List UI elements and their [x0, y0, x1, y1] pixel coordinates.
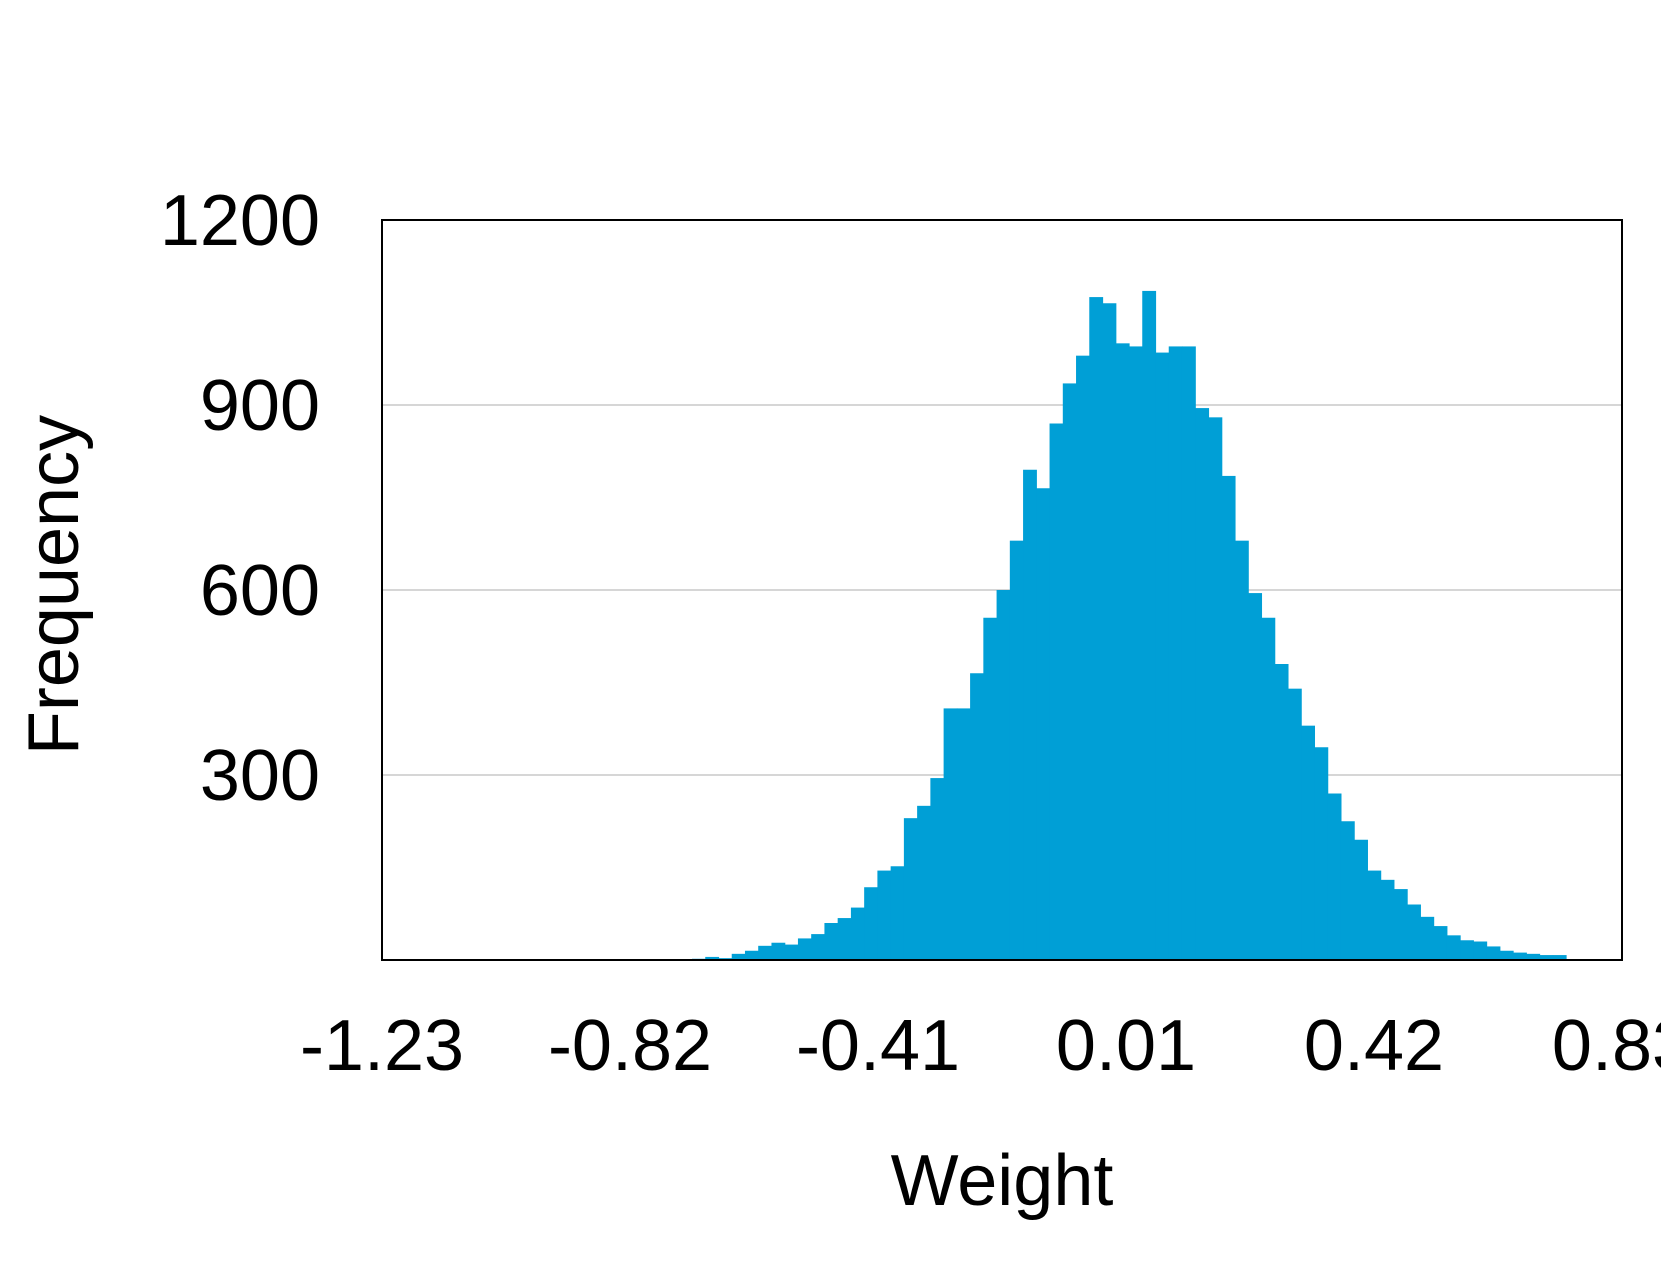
histogram-bar-61 — [1499, 950, 1514, 960]
y-axis-title: Frequency — [14, 415, 94, 755]
histogram-bar-3 — [731, 953, 746, 960]
histogram-bar-28 — [1062, 383, 1077, 961]
x-tick-labels: -1.23 -0.82 -0.41 0.01 0.42 0.83 — [300, 1006, 1661, 1086]
x-tick-label-2: -0.41 — [796, 1006, 960, 1086]
histogram-bar-21 — [970, 673, 984, 960]
histogram-bar-25 — [1023, 469, 1037, 960]
y-tick-label-0: 300 — [200, 736, 320, 816]
histogram-bar-20 — [956, 708, 971, 960]
histogram-bar-37 — [1181, 346, 1196, 961]
histogram-bar-54 — [1407, 904, 1421, 960]
histogram-bar-55 — [1420, 916, 1435, 960]
histogram-bar-18 — [930, 778, 945, 960]
histogram-bar-13 — [864, 887, 878, 960]
histogram-bar-64 — [1539, 955, 1554, 960]
histogram-bar-5 — [758, 945, 773, 960]
histogram-bar-58 — [1460, 940, 1474, 960]
histogram-bar-35 — [1155, 352, 1170, 960]
histogram-bar-19 — [943, 708, 958, 960]
histogram-bar-33 — [1129, 346, 1143, 961]
histogram-bar-17 — [917, 805, 931, 960]
histogram-bar-63 — [1526, 953, 1541, 960]
histogram-bar-51 — [1367, 870, 1382, 960]
histogram-bar-14 — [877, 870, 892, 960]
histogram-bar-60 — [1486, 946, 1501, 960]
histogram-bar-9 — [811, 934, 826, 960]
histogram-bar-27 — [1049, 423, 1064, 960]
histogram-bar-57 — [1446, 935, 1461, 960]
histogram-bar-43 — [1261, 617, 1276, 960]
histogram-bar-34 — [1142, 290, 1157, 961]
histogram-bar-12 — [850, 907, 865, 960]
x-tick-label-3: 0.01 — [1056, 1006, 1196, 1086]
x-tick-label-5: 0.83 — [1552, 1006, 1661, 1086]
histogram-bar-22 — [983, 617, 998, 960]
histogram-bar-29 — [1076, 355, 1090, 961]
x-tick-label-0: -1.23 — [300, 1006, 464, 1086]
histogram-bar-38 — [1195, 408, 1210, 960]
histogram-bar-41 — [1234, 540, 1249, 960]
histogram-bar-11 — [837, 918, 852, 960]
histogram-bar-65 — [1552, 955, 1567, 960]
histogram-bar-53 — [1393, 889, 1408, 960]
histogram-bar-40 — [1221, 475, 1236, 960]
histogram-bar-24 — [1009, 540, 1024, 960]
y-tick-label-3: 1200 — [160, 181, 320, 261]
histogram-bar-62 — [1513, 952, 1527, 960]
histogram-bar-42 — [1248, 593, 1263, 960]
histogram-bar-23 — [996, 590, 1011, 960]
histogram-bar-46 — [1301, 725, 1316, 960]
histogram-bar-52 — [1380, 879, 1395, 960]
histogram-bar-32 — [1115, 343, 1130, 960]
y-tick-label-2: 900 — [200, 366, 320, 446]
histogram-bar-45 — [1287, 688, 1302, 960]
histogram-bar-30 — [1089, 297, 1104, 960]
histogram-bar-26 — [1036, 488, 1051, 960]
histogram-bars — [692, 290, 1567, 961]
y-tick-label-1: 600 — [200, 551, 320, 631]
histogram-bar-16 — [903, 818, 918, 960]
histogram-bar-39 — [1208, 417, 1223, 960]
histogram-bar-59 — [1473, 941, 1488, 960]
plot-frame — [381, 219, 1623, 961]
histogram-bar-6 — [771, 942, 786, 960]
histogram-bar-31 — [1102, 303, 1117, 960]
histogram-bar-8 — [797, 938, 812, 960]
histogram-bar-10 — [824, 923, 839, 960]
histogram-bar-7 — [784, 944, 799, 960]
x-tick-label-1: -0.82 — [548, 1006, 712, 1086]
histogram-bar-1 — [705, 956, 720, 960]
histogram-bar-4 — [744, 950, 759, 960]
histogram-bar-44 — [1274, 664, 1289, 960]
y-tick-labels: 300 600 900 1200 — [160, 181, 320, 816]
histogram-bar-56 — [1433, 926, 1448, 960]
histogram-bar-48 — [1327, 793, 1342, 960]
x-tick-label-4: 0.42 — [1304, 1006, 1444, 1086]
histogram-bar-36 — [1168, 346, 1183, 961]
x-axis-title: Weight — [891, 1141, 1114, 1221]
histogram-bar-50 — [1354, 839, 1368, 960]
histogram-bar-49 — [1340, 821, 1355, 960]
histogram-bar-47 — [1314, 747, 1329, 960]
histogram-bar-15 — [890, 866, 905, 960]
